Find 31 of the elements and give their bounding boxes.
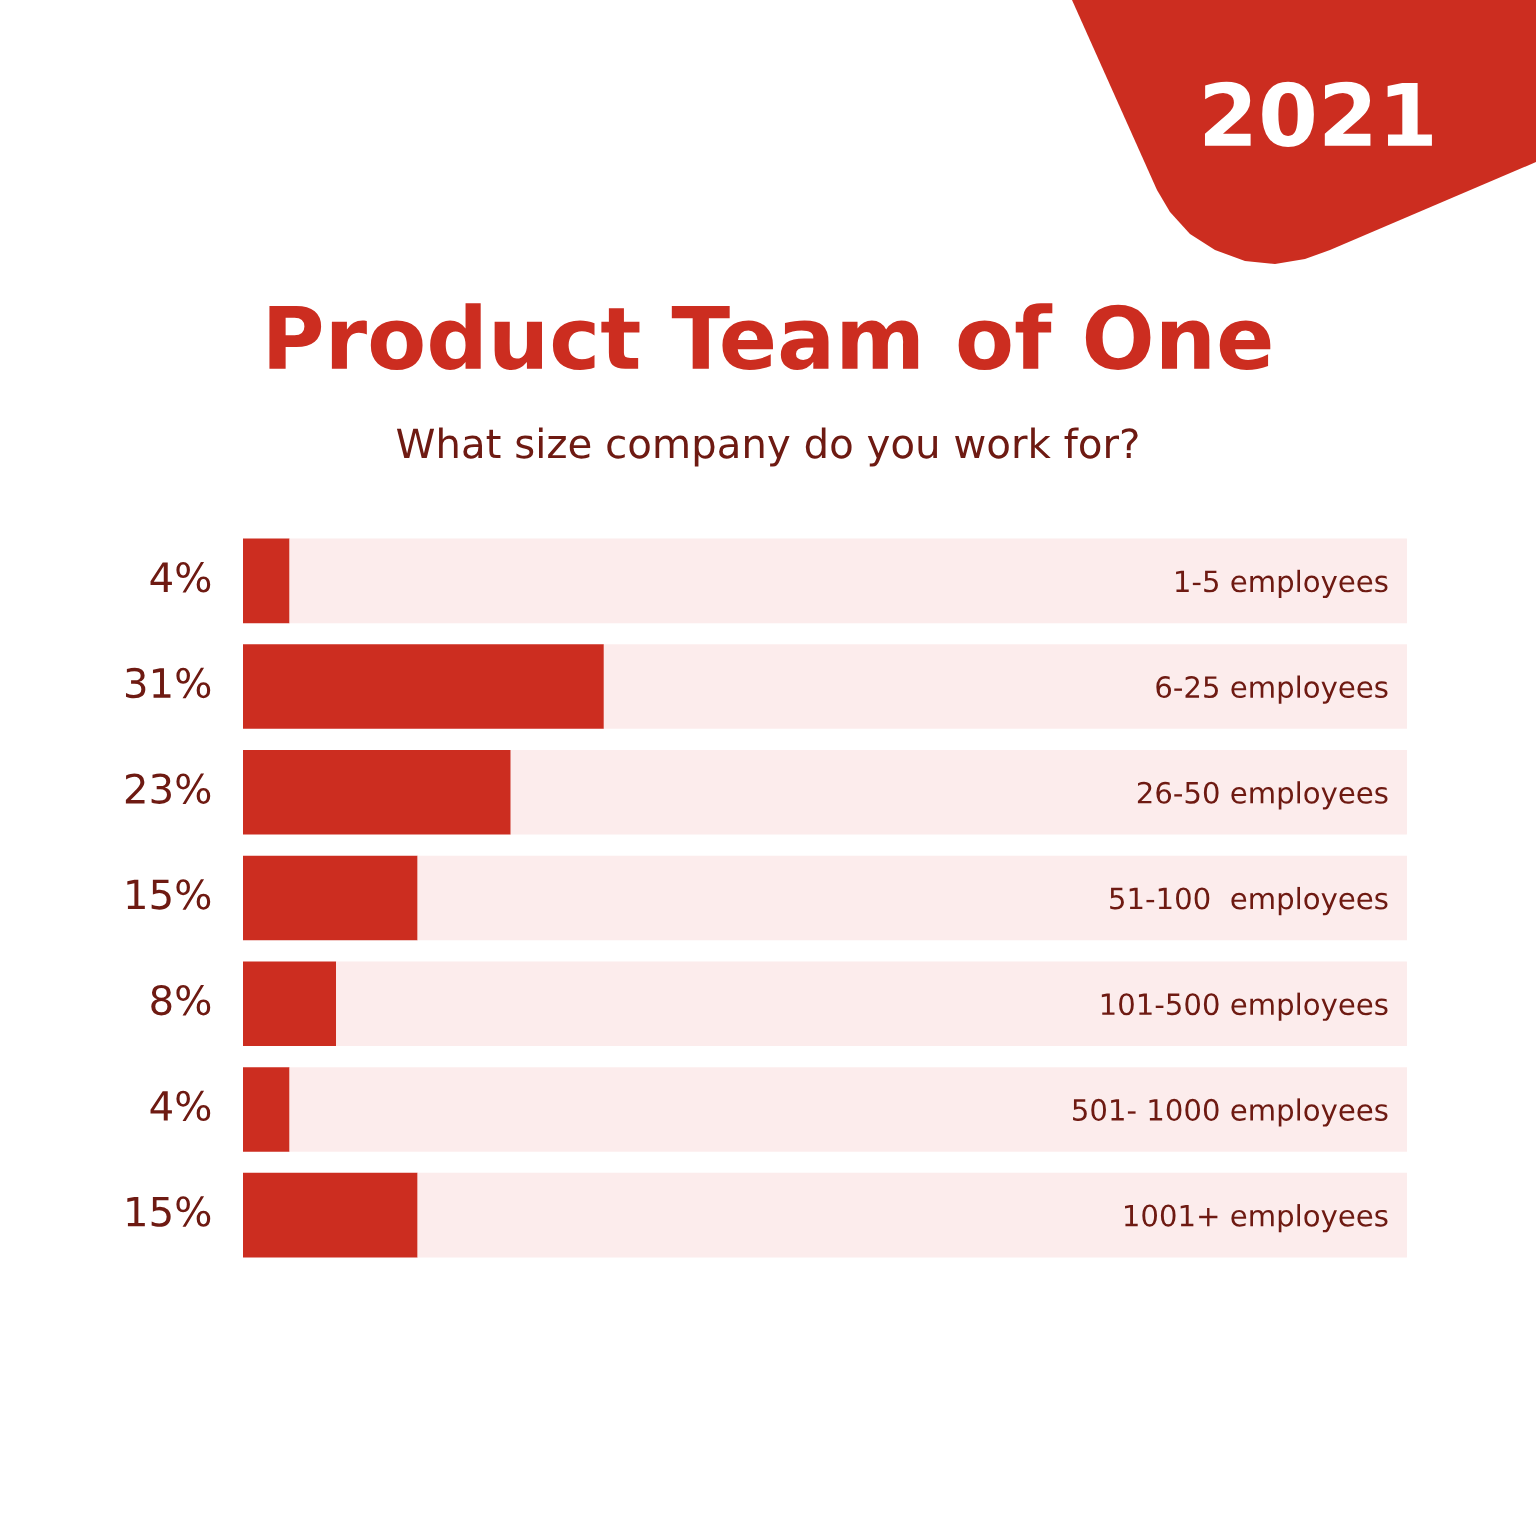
- bar: [603, 644, 1407, 729]
- y-tick-label: 1001+ employees: [1125, 1204, 1388, 1233]
- y-tick-label: 1-5 employees: [1176, 569, 1388, 598]
- data-label: 23%: [125, 773, 211, 804]
- y-tick-label: 51-100 employees: [1110, 886, 1388, 916]
- y-tick-label: 501- 1000 employees: [1073, 1098, 1388, 1127]
- data-label: 8%: [151, 984, 211, 1016]
- bar: [243, 1067, 290, 1152]
- chart-subtitle: What size company do you work for?: [396, 427, 1138, 467]
- bar: [243, 644, 604, 729]
- text: 2021: [1204, 81, 1432, 147]
- bar: [243, 538, 290, 624]
- bar: [289, 1067, 1407, 1152]
- data-label: 4%: [150, 1090, 211, 1122]
- bar: [417, 855, 1407, 941]
- chart-title: Product Team of One: [269, 303, 1271, 370]
- bar: [243, 961, 337, 1046]
- bar: [510, 750, 1407, 835]
- bar: [243, 1172, 418, 1258]
- bar: [336, 961, 1407, 1046]
- bar: [289, 538, 1407, 624]
- data-label: 4%: [150, 562, 211, 593]
- bar: [243, 855, 418, 941]
- data-label: 31%: [125, 667, 211, 699]
- data-label: 15%: [127, 879, 211, 910]
- bar: [243, 750, 511, 835]
- data-label: 15%: [127, 1196, 211, 1227]
- y-tick-label: 101-500 employees: [1101, 992, 1388, 1021]
- bar: [417, 1172, 1407, 1258]
- y-tick-label: 26-50 employees: [1137, 781, 1388, 810]
- y-tick-label: 6-25 employees: [1156, 675, 1388, 704]
